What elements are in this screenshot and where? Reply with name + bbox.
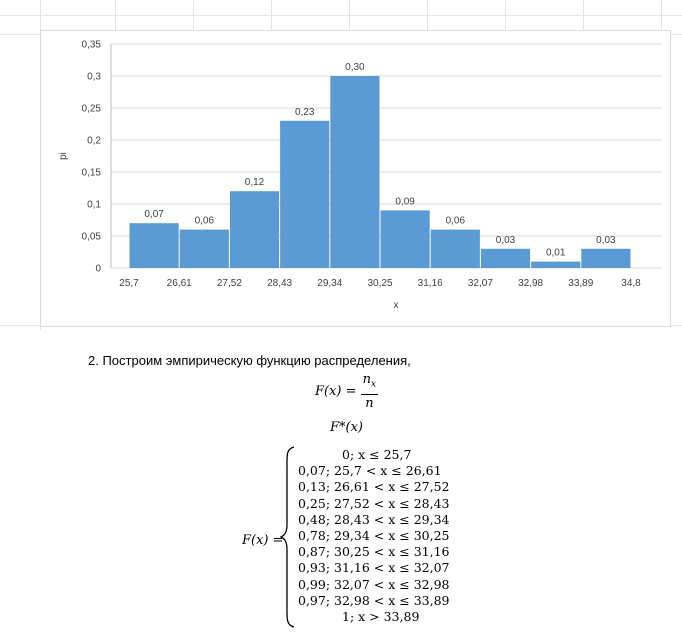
- x-tick-label: 25,7: [119, 278, 139, 289]
- histogram-chart: 0 0,05 0,1 0,15 0,2 0,25 0,3 0,35 0,07 0,06 0,12 0,…: [40, 30, 671, 327]
- y-tick-label: 0: [95, 264, 101, 275]
- histogram-bar: [531, 261, 581, 268]
- x-tick-label: 31,16: [418, 278, 443, 289]
- formula-fraction: nx n: [360, 372, 379, 411]
- bar-data-label: 0,06: [195, 216, 215, 227]
- piecewise-case-row: 0,87; 30,25 < x ≤ 31,16: [298, 544, 450, 560]
- y-tick-label: 0,05: [82, 232, 102, 243]
- y-tick-label: 0,1: [87, 200, 101, 211]
- x-tick-label: 32,98: [518, 278, 543, 289]
- y-axis-title: pi: [58, 152, 69, 160]
- x-axis-title: x: [394, 300, 399, 311]
- y-tick-label: 0,35: [82, 40, 102, 51]
- y-tick-label: 0,15: [82, 168, 102, 179]
- formula-numerator: n: [362, 372, 372, 387]
- x-tick-label: 33,89: [568, 278, 593, 289]
- bar-data-label: 0,30: [345, 62, 365, 73]
- bar-data-label: 0,12: [245, 177, 265, 188]
- piecewise-case-row: 0,97; 32,98 < x ≤ 33,89: [298, 592, 450, 608]
- step-2-text: 2. Построим эмпирическую функцию распред…: [88, 353, 411, 368]
- formula-denominator: n: [365, 395, 374, 411]
- formula-lhs: F(x) =: [315, 383, 357, 399]
- histogram-bar: [229, 191, 280, 268]
- bar-data-label: 0,03: [496, 235, 516, 246]
- bar-data-label: 0,09: [395, 196, 415, 207]
- piecewise-case-row: 0,78; 29,34 < x ≤ 30,25: [298, 527, 450, 543]
- piecewise-case-row: 0,93; 31,16 < x ≤ 32,07: [298, 560, 450, 576]
- formula-ecdf-definition: F(x) = nx n: [315, 372, 379, 411]
- x-tick-label: 29,34: [317, 278, 342, 289]
- histogram-bar: [480, 248, 531, 268]
- histogram-svg: 0 0,05 0,1 0,15 0,2 0,25 0,3 0,35 0,07 0,06 0,12 0,…: [58, 40, 661, 311]
- bar-data-label: 0,06: [446, 216, 466, 227]
- y-tick-label: 0,25: [82, 104, 102, 115]
- y-tick-label: 0,3: [87, 72, 101, 83]
- bar-data-label: 0,23: [295, 107, 315, 118]
- x-tick-label: 32,07: [468, 278, 493, 289]
- histogram-bar: [129, 223, 179, 268]
- piecewise-case-row: 0; x ≤ 25,7: [342, 447, 412, 462]
- x-tick-label: 28,43: [267, 278, 292, 289]
- histogram-bar: [280, 120, 330, 268]
- piecewise-case-row: 0,07; 25,7 < x ≤ 26,61: [298, 463, 442, 479]
- histogram-bar: [581, 248, 631, 268]
- x-tick-label: 34,8: [621, 278, 641, 289]
- bar-data-label: 0,03: [596, 235, 616, 246]
- piecewise-lhs: F(x) =: [242, 533, 284, 548]
- x-tick-label: 26,61: [167, 278, 192, 289]
- histogram-bar: [430, 229, 480, 268]
- piecewise-case-row: 0,13; 26,61 < x ≤ 27,52: [298, 479, 450, 495]
- histogram-bar: [179, 229, 229, 268]
- histogram-bar: [330, 76, 380, 268]
- bar-data-label: 0,01: [546, 248, 566, 259]
- x-tick-label: 30,25: [367, 278, 392, 289]
- x-tick-label: 27,52: [217, 278, 242, 289]
- piecewise-case-row: 0,25; 27,52 < x ≤ 28,43: [298, 495, 450, 511]
- left-brace-icon: [280, 446, 295, 628]
- formula-fstar: F*(x): [330, 420, 363, 435]
- piecewise-case-row: 0,48; 28,43 < x ≤ 29,34: [298, 511, 450, 527]
- piecewise-case-row: 0,99; 32,07 < x ≤ 32,98: [298, 576, 450, 592]
- y-tick-label: 0,2: [87, 136, 101, 147]
- formula-numerator-sub: x: [371, 379, 377, 390]
- histogram-bar: [380, 210, 430, 268]
- bar-data-label: 0,07: [144, 209, 164, 220]
- piecewise-cases: 0; x ≤ 25,7 0,07; 25,7 < x ≤ 26,61 0,13; 2…: [298, 447, 498, 625]
- piecewise-case-row: 1; x > 33,89: [342, 608, 420, 624]
